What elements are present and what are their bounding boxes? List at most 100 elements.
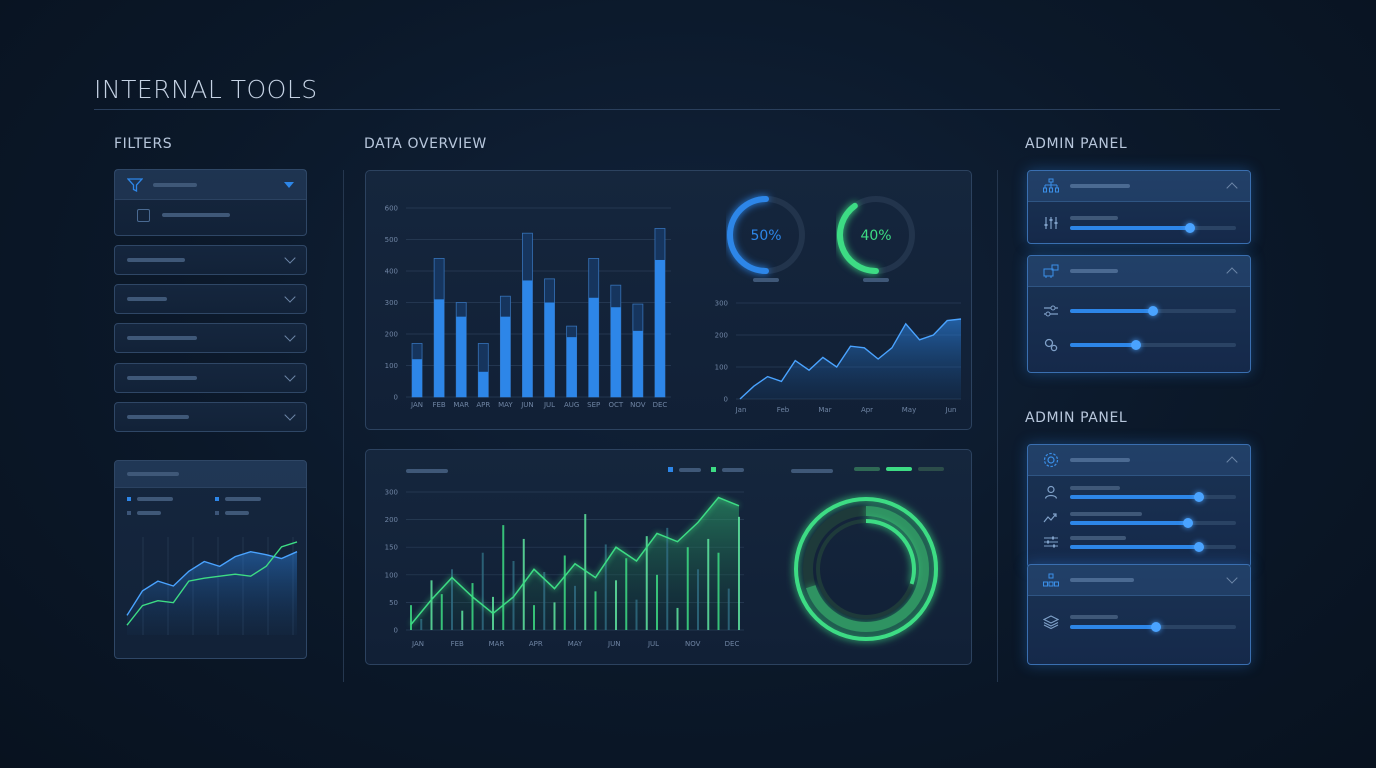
bar (553, 602, 556, 630)
admin-card-header[interactable] (1028, 445, 1250, 476)
mini-line-chart (126, 537, 298, 635)
filter-dropdown-4[interactable] (114, 363, 307, 393)
chevron-up-icon (1226, 267, 1238, 279)
bar (707, 538, 710, 630)
mini-series-line (126, 550, 298, 616)
y-tick-label: 400 (385, 268, 398, 276)
filter-dropdown-5[interactable] (114, 402, 307, 432)
admin-slider[interactable] (1070, 223, 1236, 233)
chevron-up-icon (1226, 456, 1238, 468)
admin-slider[interactable] (1070, 340, 1236, 350)
x-tick-label: APR (476, 401, 490, 409)
y-tick-label: 100 (385, 571, 398, 579)
admin-row[interactable] (1028, 506, 1250, 530)
admin-row[interactable] (1028, 530, 1250, 554)
gauge-arc (837, 202, 879, 274)
bar (574, 585, 576, 630)
filter-dropdown-3[interactable] (114, 323, 307, 353)
filter-primary-header[interactable] (115, 170, 306, 200)
bar (727, 588, 730, 630)
admin-card-network (1027, 170, 1251, 244)
filter-dropdown-2[interactable] (114, 284, 307, 314)
admin-row[interactable] (1028, 596, 1250, 648)
bar (471, 583, 474, 630)
ring-tab-2[interactable] (886, 467, 912, 471)
admin-row[interactable] (1028, 478, 1250, 506)
admin-slider[interactable] (1070, 491, 1236, 502)
filter-dropdown-1[interactable] (114, 245, 307, 275)
gauge-40: 40% (837, 196, 915, 282)
ring-title (791, 469, 833, 473)
admin-row[interactable] (1028, 202, 1250, 244)
overview-panel-top: 600 500 400 300 200 100 0 JAN FEB MAR APR MAY JUN JUL… (365, 170, 972, 430)
ring-tabs[interactable] (854, 467, 944, 471)
ring-tab-1[interactable] (854, 467, 880, 471)
admin-slider[interactable] (1070, 517, 1236, 528)
x-tick-label: MAY (498, 401, 513, 409)
page-title: INTERNAL TOOLS (94, 75, 318, 104)
chevron-down-icon (284, 291, 296, 303)
bar (610, 307, 621, 397)
y-tick-label: 500 (385, 236, 398, 244)
chevron-up-icon (1226, 182, 1238, 194)
admin-row[interactable] (1028, 291, 1250, 331)
admin-slider[interactable] (1070, 541, 1236, 552)
x-tick-label: Jan (735, 406, 747, 414)
y-tick-label: 100 (715, 364, 728, 372)
combo-area-bar-chart: 300 200 150 100 50 0 JAN FEB MAR APR MAY JUN JUL NOV D… (385, 489, 744, 648)
bar (563, 555, 566, 630)
y-tick-label: 300 (385, 299, 398, 307)
user-icon (1042, 483, 1060, 501)
bar (676, 607, 679, 630)
right-divider (997, 170, 998, 682)
x-tick-label: SEP (587, 401, 600, 409)
bar (522, 280, 533, 397)
admin-card-header[interactable] (1028, 256, 1250, 287)
admin-slider[interactable] (1070, 622, 1236, 632)
admin-row[interactable] (1028, 331, 1250, 359)
admin-card-header[interactable] (1028, 171, 1250, 202)
ring-tab-3[interactable] (918, 467, 944, 471)
bar (584, 514, 587, 630)
admin-card-hierarchy (1027, 564, 1251, 665)
admin-card-header[interactable] (1028, 565, 1250, 596)
x-tick-label: Apr (861, 406, 873, 414)
x-tick-label: JAN (410, 401, 423, 409)
caret-down-icon (284, 181, 294, 188)
legend-item-4 (215, 511, 249, 515)
area-line (410, 496, 740, 625)
bar (544, 302, 555, 397)
bar (697, 569, 699, 630)
gauge-caption (753, 278, 779, 282)
x-tick-label: MAR (453, 401, 469, 409)
y-tick-label: 200 (715, 332, 728, 340)
x-tick-label: MAY (568, 640, 583, 648)
admin-heading-2: ADMIN PANEL (1025, 410, 1128, 426)
bar (686, 547, 689, 630)
x-tick-label: JAN (411, 640, 424, 648)
ring-chart (794, 497, 938, 641)
ring-arc (794, 497, 938, 641)
bar (656, 574, 658, 630)
admin-slider[interactable] (1070, 306, 1236, 316)
x-tick-label: Feb (777, 406, 790, 414)
bar (566, 337, 577, 397)
chevron-down-icon (284, 330, 296, 342)
bar (434, 299, 445, 397)
x-tick-label: DEC (725, 640, 740, 648)
bar (615, 580, 617, 630)
legend-item-2 (215, 497, 261, 501)
bar (412, 359, 423, 397)
bar (420, 618, 423, 630)
gear-pair-icon (1042, 336, 1060, 354)
bar (481, 552, 484, 630)
bar (478, 371, 489, 397)
bottom-panel-title (406, 469, 448, 473)
x-tick-label: FEB (451, 640, 464, 648)
adjust-icon (1042, 533, 1060, 551)
x-tick-label: JUL (647, 640, 659, 648)
checkbox-icon[interactable] (137, 208, 150, 222)
filter-checkbox-row[interactable] (115, 200, 306, 230)
monthly-bar-chart: 600 500 400 300 200 100 0 JAN FEB MAR APR MAY JUN JUL… (385, 205, 671, 409)
x-tick-label: FEB (432, 401, 445, 409)
